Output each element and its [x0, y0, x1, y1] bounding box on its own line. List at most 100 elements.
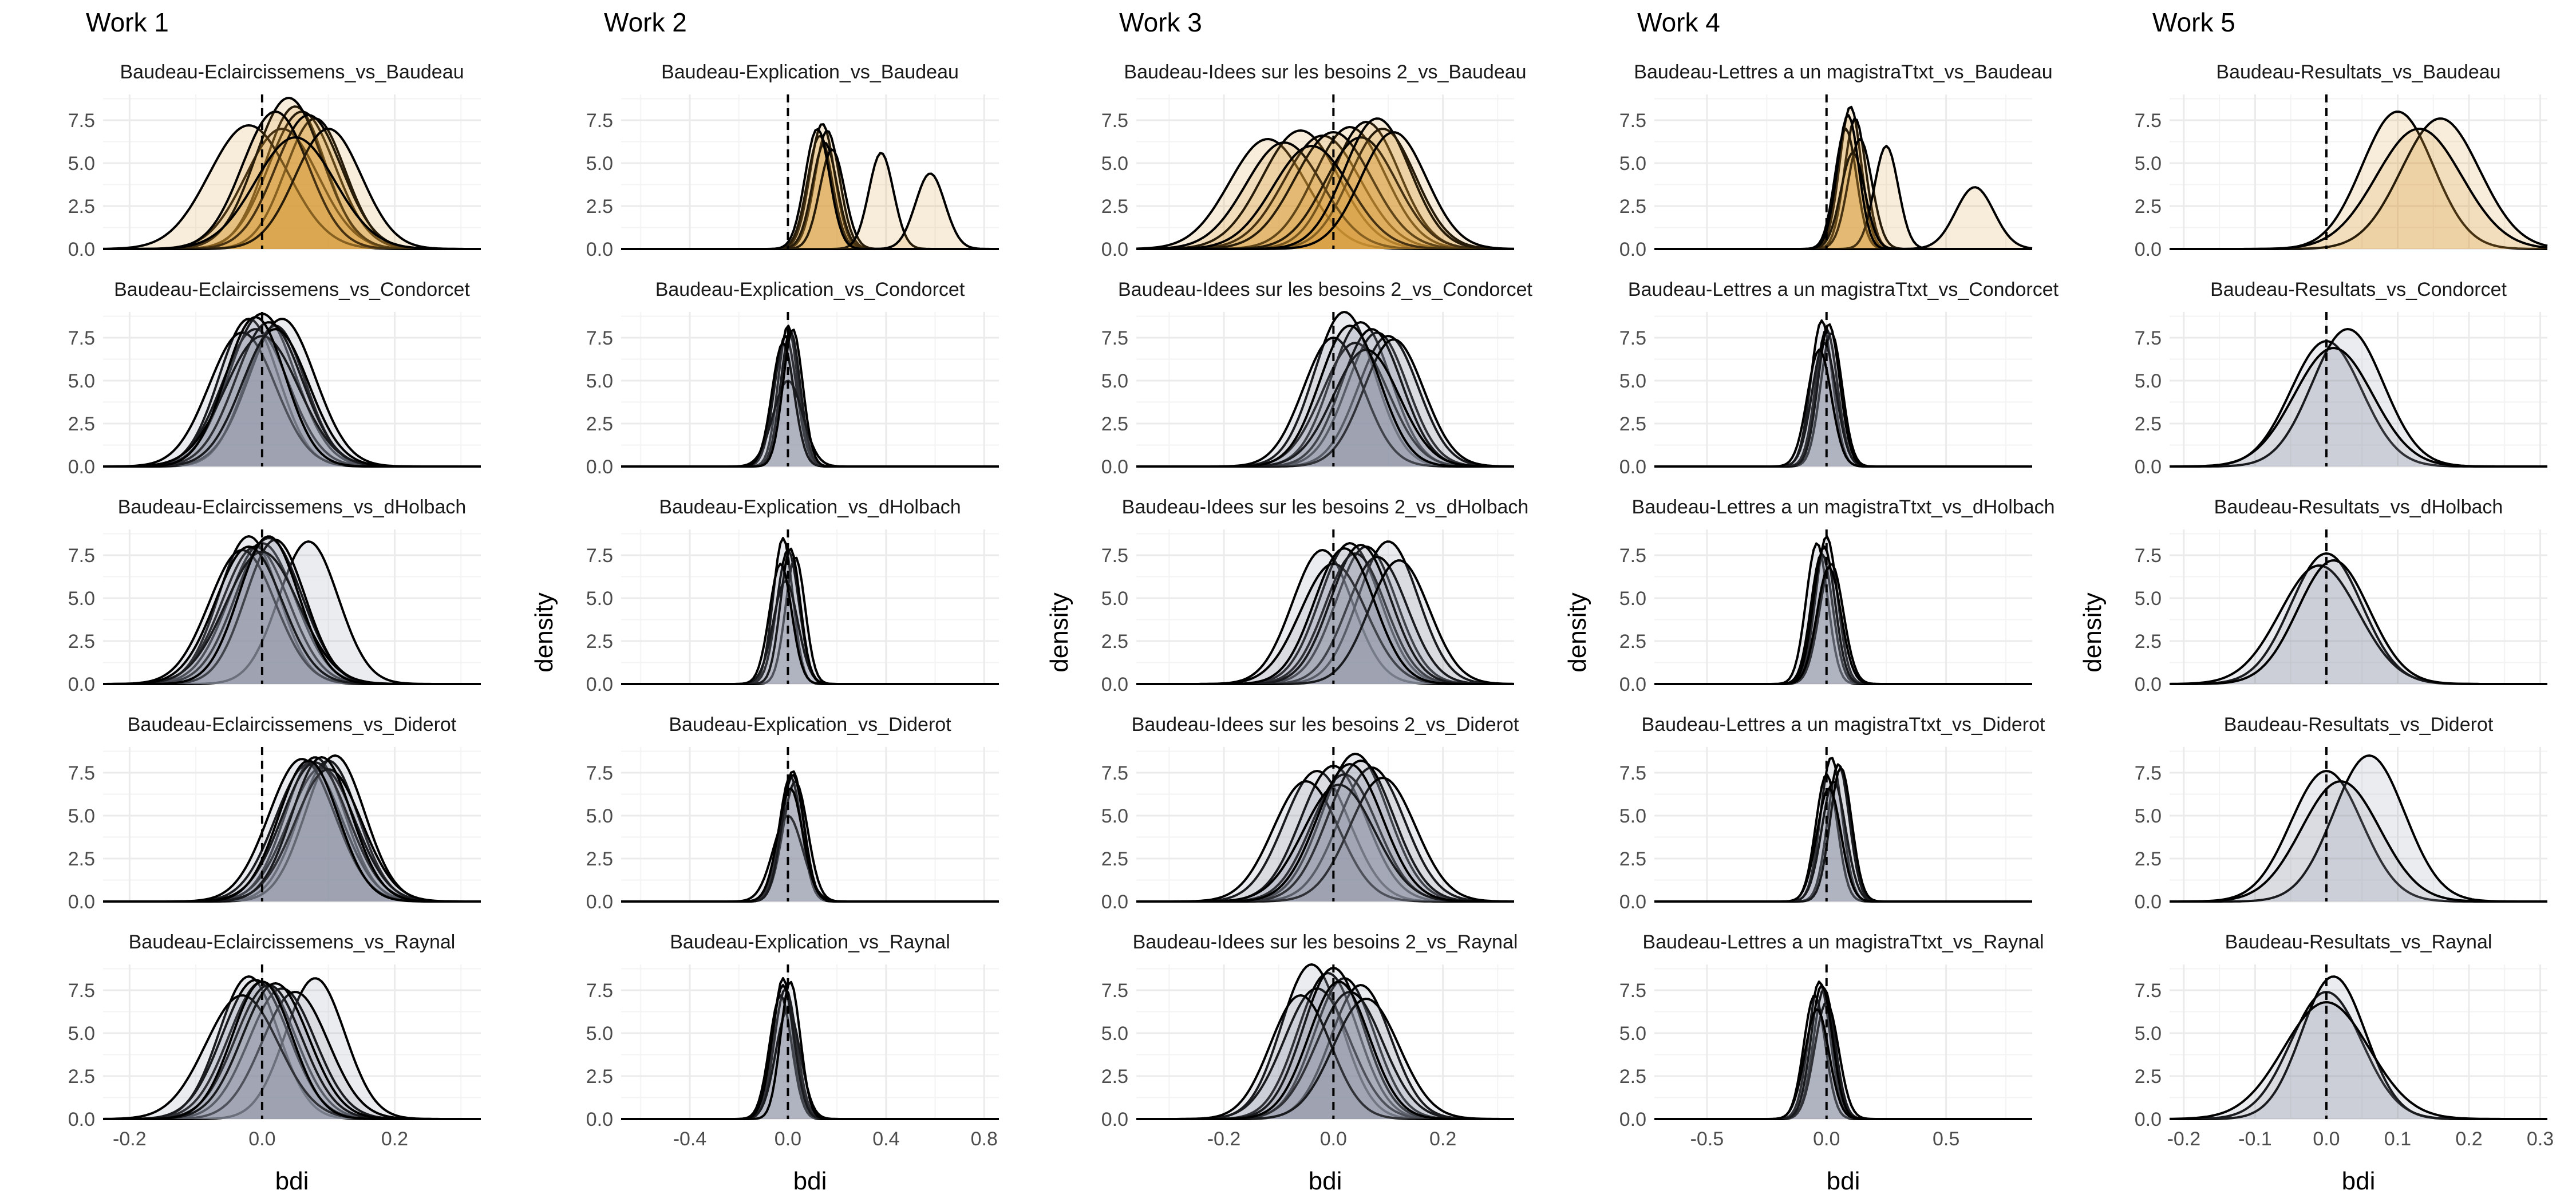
density-area [1136, 989, 1514, 1119]
density-curve [1136, 980, 1514, 1120]
density-area [1136, 118, 1514, 249]
density-area [103, 982, 481, 1119]
y-tick-label: 0.0 [1619, 456, 1646, 478]
facet-panel: Baudeau-Eclaircissemens_vs_Baudeau 0.0 2.5… [68, 61, 481, 260]
density-area [621, 124, 999, 249]
density-area [103, 985, 481, 1119]
density-area [2170, 129, 2547, 249]
density-area [1654, 567, 2032, 684]
density-area [103, 980, 481, 1119]
y-tick-label: 7.5 [1619, 980, 1646, 1002]
density-curve [1136, 547, 1514, 685]
density-curve [1654, 566, 2032, 685]
x-tick-label: 0.3 [2527, 1128, 2554, 1150]
x-axis-title: bdi [1827, 1167, 1860, 1195]
x-tick-label: 0.0 [248, 1128, 275, 1150]
density-area [2170, 992, 2547, 1119]
density-area [103, 541, 481, 684]
y-tick-label: 5.0 [1619, 805, 1646, 827]
y-tick-label: 5.0 [1619, 153, 1646, 175]
facet-panel: Baudeau-Resultats_vs_Raynal 0.0 2.5 5.0 7.5 -… [2135, 931, 2554, 1150]
x-tick-label: 0.2 [381, 1128, 408, 1150]
y-tick-label: 2.5 [586, 196, 613, 218]
density-area [103, 540, 481, 684]
y-tick-label: 7.5 [1619, 762, 1646, 784]
panel-title: Baudeau-Lettres a un magistraTtxt_vs_Ray… [1642, 931, 2044, 953]
density-area [621, 788, 999, 902]
y-tick-label: 2.5 [68, 631, 95, 653]
density-area [1654, 139, 2032, 249]
density-area [103, 125, 481, 249]
y-tick-label: 0.0 [586, 239, 613, 260]
panel-title: Baudeau-Lettres a un magistraTtxt_vs_dHo… [1632, 496, 2055, 518]
y-tick-label: 0.0 [68, 239, 95, 260]
density-area [103, 757, 481, 902]
density-area [103, 550, 481, 684]
density-area [103, 547, 481, 684]
y-tick-label: 7.5 [68, 980, 95, 1002]
panel-title: Baudeau-Idees sur les besoins 2_vs_Rayna… [1133, 931, 1518, 953]
density-area [2170, 329, 2547, 466]
density-area [1654, 187, 2032, 249]
x-tick-label: 0.0 [775, 1128, 801, 1150]
facet-panel: Baudeau-Idees sur les besoins 2_vs_Baude… [1101, 61, 1527, 260]
facet-panel: Baudeau-Eclaircissemens_vs_Condorcet 0.0 2… [68, 279, 481, 478]
x-axis-title: bdi [793, 1167, 827, 1195]
facet-panel: Baudeau-Lettres a un magistraTtxt_vs_dHo… [1619, 496, 2055, 695]
density-curve [103, 316, 481, 468]
y-tick-label: 5.0 [586, 370, 613, 392]
density-area [1136, 553, 1514, 684]
density-curve [1654, 349, 2032, 468]
density-area [2170, 566, 2547, 684]
facet-panel: Baudeau-Lettres a un magistraTtxt_vs_Ray… [1619, 931, 2044, 1150]
panel-title: Baudeau-Idees sur les besoins 2_vs_dHolb… [1122, 496, 1529, 518]
panel-title: Baudeau-Idees sur les besoins 2_vs_Condo… [1118, 279, 1532, 300]
y-tick-label: 5.0 [68, 370, 95, 392]
panel-title: Baudeau-Eclaircissemens_vs_dHolbach [118, 496, 467, 518]
y-tick-label: 7.5 [1619, 545, 1646, 567]
y-tick-label: 7.5 [2135, 545, 2162, 567]
density-area [1136, 343, 1514, 466]
y-tick-label: 5.0 [2135, 370, 2162, 392]
y-tick-label: 0.0 [586, 456, 613, 478]
y-tick-label: 7.5 [1101, 110, 1128, 132]
density-area [103, 768, 481, 902]
y-tick-label: 2.5 [1101, 413, 1128, 435]
density-area [1654, 115, 2032, 249]
y-tick-label: 7.5 [1619, 327, 1646, 349]
density-area [1136, 139, 1514, 249]
facet-panel: Baudeau-Explication_vs_Diderot 0.0 2.5 5.0 7… [586, 714, 999, 913]
y-tick-label: 5.0 [2135, 805, 2162, 827]
density-curve [2170, 128, 2548, 250]
y-tick-label: 0.0 [586, 674, 613, 695]
y-tick-label: 7.5 [586, 980, 613, 1002]
density-area [103, 536, 481, 684]
y-tick-label: 0.0 [1101, 239, 1128, 260]
y-tick-label: 7.5 [1619, 110, 1646, 132]
density-area [1136, 560, 1514, 684]
density-area [1136, 995, 1514, 1119]
density-area [103, 552, 481, 684]
density-area [1136, 557, 1514, 684]
y-tick-label: 0.0 [2135, 239, 2162, 260]
y-tick-label: 5.0 [1101, 370, 1128, 392]
density-area [103, 978, 481, 1119]
facet-panel: Baudeau-Resultats_vs_Diderot 0.0 2.5 5.0 7.5 [2135, 714, 2547, 913]
density-area [103, 992, 481, 1119]
density-area [1654, 788, 2032, 902]
y-tick-label: 0.0 [68, 891, 95, 913]
work-title: Work 2 [604, 7, 687, 37]
work-title: Work 1 [86, 7, 169, 37]
work-title: Work 4 [1637, 7, 1720, 37]
facet-panel: Baudeau-Lettres a un magistraTtxt_vs_Bau… [1619, 61, 2053, 260]
density-area [1136, 541, 1514, 684]
density-area [2170, 553, 2547, 684]
x-tick-label: -0.2 [2167, 1128, 2201, 1150]
y-tick-label: 2.5 [1101, 1066, 1128, 1088]
density-area [103, 129, 481, 249]
density-area [2170, 771, 2547, 902]
work-title: Work 3 [1119, 7, 1202, 37]
density-area [1136, 143, 1514, 249]
y-tick-label: 0.0 [1619, 891, 1646, 913]
y-tick-label: 2.5 [68, 1066, 95, 1088]
